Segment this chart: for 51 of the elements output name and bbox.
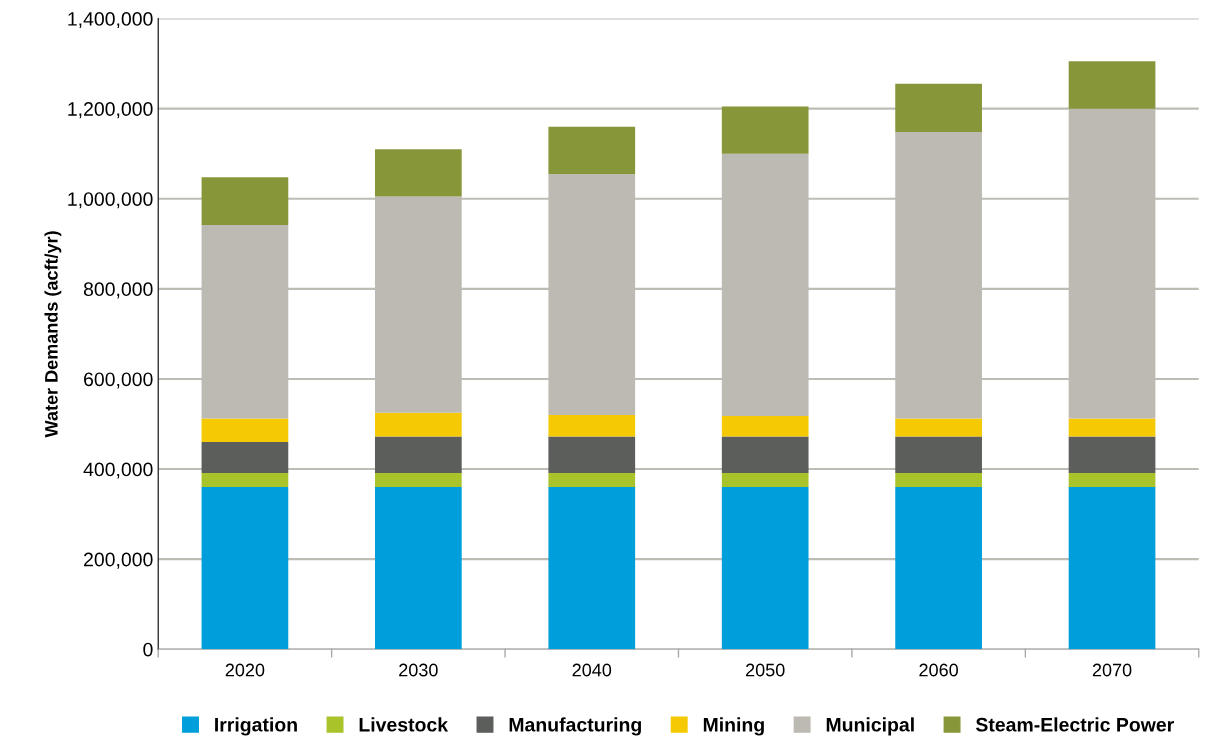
bar [895,83,982,133]
bar [895,418,982,437]
bar [1068,473,1156,488]
bar [201,418,289,443]
bar [374,149,462,197]
y-tick-label: 200,000 [84,552,153,569]
bar [201,487,289,650]
legend-label: Mining [703,717,764,736]
x-tick-label: 2030 [399,663,438,677]
bar [548,436,636,474]
x-tick-label: 2070 [1092,663,1132,677]
bar [721,473,809,488]
legend-label: Steam-Electric Power [975,717,1174,732]
bar [895,487,982,650]
bar [374,473,462,488]
legend-label: Manufacturing [509,717,641,736]
y-tick-label: 1,200,000 [68,102,153,119]
y-tick-label: 1,000,000 [68,192,153,209]
bar [1068,61,1156,109]
x-tick-label: 2060 [919,663,958,677]
bar [201,442,289,474]
bar [548,473,636,488]
bar [1068,436,1156,474]
bar [721,436,809,474]
bar [895,436,982,474]
y-tick-label: 0 [143,642,153,657]
bar [721,487,809,650]
y-axis-title: Water Demands (acft/yr) [44,231,62,438]
bar [374,412,462,437]
legend-label: Livestock [359,717,449,732]
bar [548,414,636,437]
bar [721,415,809,437]
legend-label: Municipal [826,717,914,736]
x-tick-label: 2040 [572,663,612,677]
bar [374,436,462,474]
y-tick-label: 600,000 [84,372,153,389]
bar [548,126,636,174]
bar [721,106,809,154]
x-tick-label: 2050 [746,663,785,677]
y-tick-label: 800,000 [83,282,153,299]
bar [895,473,982,488]
bar [548,487,636,650]
bar [201,473,289,488]
y-tick-label: 400,000 [83,462,153,479]
legend-label: Irrigation [215,717,297,736]
x-tick-label: 2020 [225,663,265,677]
bar [374,487,462,650]
bar [201,177,289,225]
y-tick-label: 1,400,000 [68,12,153,29]
bar [1068,418,1156,437]
bar [1068,487,1156,650]
